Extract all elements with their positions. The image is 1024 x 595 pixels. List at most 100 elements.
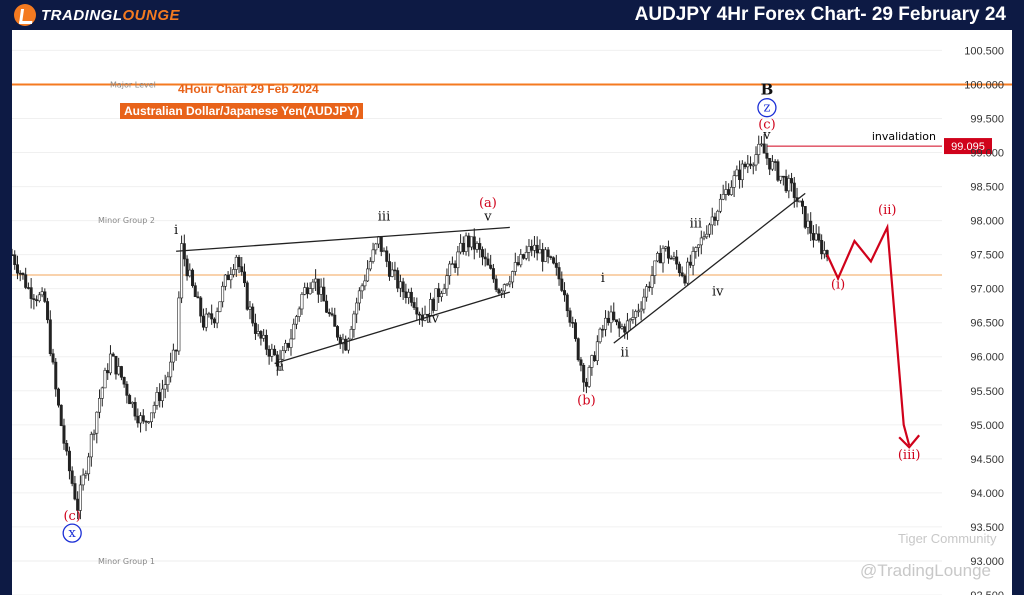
- candle-body: [130, 401, 134, 405]
- candle-body: [122, 376, 126, 385]
- candle-body: [595, 341, 599, 361]
- candle-body: [598, 328, 602, 343]
- candle-body: [171, 349, 175, 363]
- candle-body: [743, 163, 747, 168]
- candle-body: [387, 261, 391, 277]
- candle-body: [275, 354, 279, 367]
- candle-body: [647, 286, 651, 288]
- candle-body: [73, 483, 77, 500]
- candle-body: [199, 297, 203, 317]
- candle-body: [360, 285, 364, 292]
- candle-body: [480, 249, 484, 258]
- candle-body: [814, 233, 818, 241]
- candle-body: [37, 294, 41, 302]
- candle-body: [773, 161, 777, 163]
- candle-body: [204, 313, 208, 328]
- candle-body: [502, 284, 506, 292]
- candle-body: [664, 246, 668, 249]
- candle-body: [691, 251, 695, 266]
- candle-body: [196, 296, 200, 299]
- candle-body: [259, 331, 263, 339]
- candle-body: [491, 268, 495, 280]
- brand-logo[interactable]: TRADINGLOUNGE: [14, 3, 180, 27]
- candle-body: [56, 388, 60, 406]
- candle-body: [790, 178, 794, 184]
- candle-body: [297, 308, 301, 317]
- candle-body: [486, 258, 490, 266]
- y-tick-label: 98.500: [970, 182, 1004, 194]
- candle-body: [26, 287, 30, 289]
- candle-body: [84, 473, 88, 476]
- candle-body: [721, 194, 725, 200]
- candle-body: [95, 411, 99, 434]
- candle-body: [139, 415, 143, 424]
- candle-body: [729, 186, 733, 195]
- candle-body: [418, 313, 422, 316]
- y-axis: 100.500 100.000 99.500 99.000 98.500 98.000 97…: [964, 45, 1004, 595]
- candle-body: [738, 169, 742, 181]
- candle-body: [35, 299, 39, 302]
- candle-body: [803, 206, 807, 228]
- chart-area[interactable]: Major Level Minor Group 2 Minor Group 1 inv…: [12, 30, 1012, 595]
- candle-body: [620, 326, 624, 329]
- candle-body: [267, 349, 271, 357]
- candle-body: [614, 319, 618, 323]
- candle-body: [666, 246, 670, 259]
- candle-body: [609, 311, 613, 324]
- candle-body: [125, 383, 129, 396]
- candle-body: [344, 338, 348, 351]
- candle-body: [601, 328, 605, 331]
- candle-body: [67, 450, 71, 472]
- y-tick-label: 94.500: [970, 454, 1004, 466]
- candle-body: [174, 349, 178, 352]
- candle-body: [111, 353, 115, 357]
- candle-body: [439, 293, 443, 298]
- candle-body: [694, 247, 698, 252]
- candle-body: [475, 243, 479, 250]
- candle-body: [368, 261, 372, 270]
- wave-label: i: [174, 223, 178, 238]
- candle-body: [191, 269, 195, 286]
- candle-body: [779, 175, 783, 181]
- candle-body: [201, 315, 205, 328]
- candle-body: [800, 200, 804, 207]
- candle-body: [500, 290, 504, 294]
- candle-body: [549, 256, 553, 259]
- invalidation-label: invalidation: [872, 130, 936, 143]
- candle-body: [163, 384, 167, 390]
- candle-body: [352, 313, 356, 330]
- candle-body: [612, 311, 616, 321]
- candle-body: [784, 176, 788, 192]
- candle-body: [303, 287, 307, 295]
- chart-subtitle: 4Hour Chart 29 Feb 2024: [178, 82, 319, 96]
- candle-body: [100, 387, 104, 399]
- candle-body: [13, 254, 17, 265]
- candle-body: [76, 498, 80, 511]
- watermark-community: Tiger Community: [898, 531, 997, 546]
- candle-body: [661, 248, 665, 264]
- candle-body: [221, 285, 225, 303]
- candle-body: [48, 319, 52, 354]
- candle-body: [669, 257, 673, 260]
- level-lines: Major Level Minor Group 2 Minor Group 1 inv…: [12, 80, 1012, 566]
- candle-body: [519, 254, 523, 266]
- candle-body: [114, 355, 118, 375]
- candle-body: [335, 326, 339, 338]
- candle-body: [532, 244, 536, 251]
- candle-body: [505, 283, 509, 286]
- wave-label: ii: [276, 359, 284, 374]
- candle-body: [798, 200, 802, 203]
- candle-body: [81, 474, 85, 486]
- candle-body: [398, 281, 402, 289]
- candle-body: [467, 235, 471, 248]
- candle-body: [426, 313, 430, 316]
- candle-body: [160, 388, 164, 401]
- trend-line: [613, 192, 806, 344]
- candle-body: [357, 290, 361, 304]
- candle-body: [699, 237, 703, 246]
- candle-body: [87, 456, 91, 475]
- candles: [12, 133, 829, 520]
- candle-body: [270, 348, 274, 357]
- candle-body: [128, 395, 132, 405]
- candle-body: [363, 280, 367, 287]
